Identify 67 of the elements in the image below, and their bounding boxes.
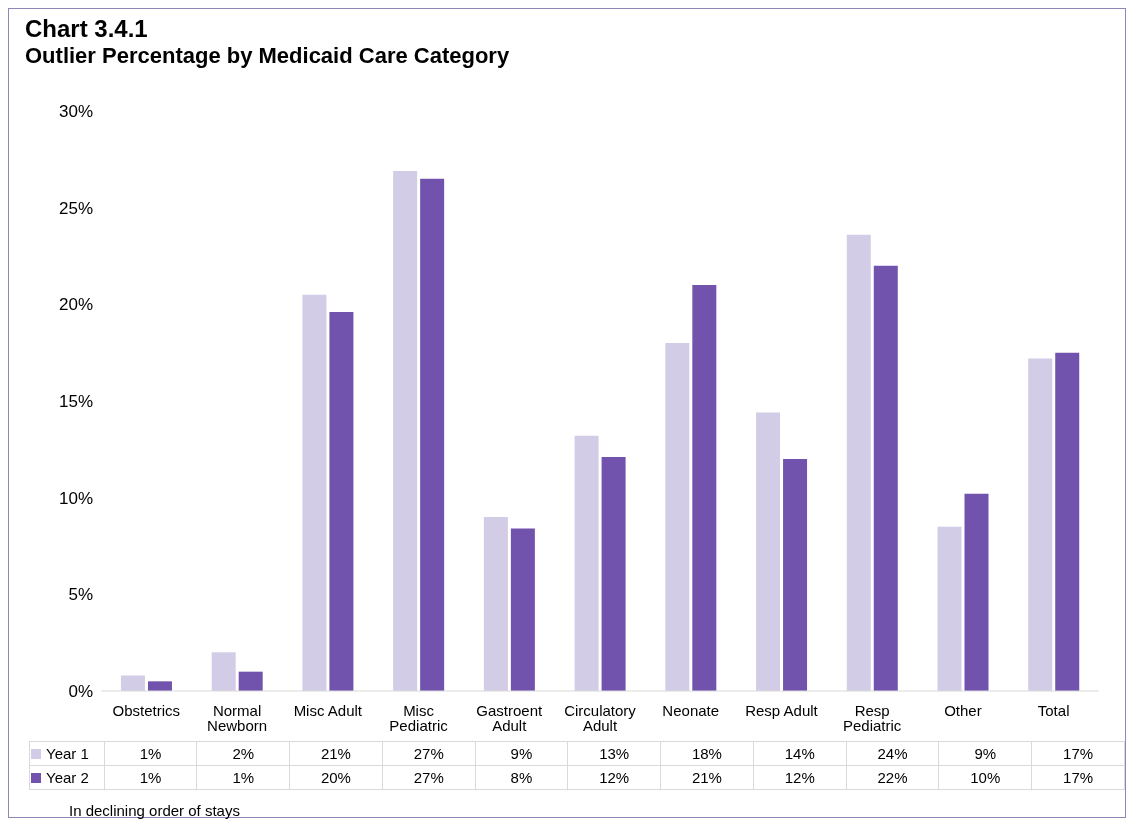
bar — [238, 671, 263, 691]
data-label: 9% — [938, 741, 1032, 766]
data-label: 8% — [475, 765, 568, 790]
bar — [147, 681, 172, 691]
data-label: 27% — [382, 765, 476, 790]
y-tick-label: 15% — [58, 392, 93, 412]
data-label: 22% — [846, 765, 939, 790]
y-tick-label: 25% — [58, 198, 93, 218]
x-tick-label: Resp Pediatric — [843, 701, 902, 734]
x-tick-label: Circulatory Adult — [564, 701, 637, 734]
x-tick-label: Misc Adult — [293, 701, 363, 719]
bar — [873, 265, 898, 691]
y-tick-label: 10% — [58, 488, 93, 508]
bar — [483, 517, 508, 691]
data-label: 10% — [938, 765, 1032, 790]
x-tick-label: Resp Adult — [745, 701, 819, 719]
x-tick-label: Obstetrics — [112, 701, 181, 719]
y-tick-label: 0% — [68, 682, 93, 702]
data-label: 14% — [753, 741, 847, 766]
legend-label: Year 2 — [45, 769, 89, 786]
bar — [665, 343, 690, 691]
data-label: 20% — [289, 765, 383, 790]
x-tick-label: Gastroent Adult — [476, 701, 544, 734]
chart-title: Chart 3.4.1 — [25, 15, 148, 43]
bar — [420, 178, 445, 691]
bar — [510, 528, 535, 691]
bar — [574, 435, 599, 691]
y-tick-label: 20% — [58, 295, 93, 315]
data-label: 12% — [567, 765, 661, 790]
legend-label: Year 1 — [45, 745, 89, 762]
data-label: 24% — [846, 741, 939, 766]
x-tick-label: Misc Pediatric — [389, 701, 449, 734]
data-label: 1% — [104, 765, 197, 790]
bar — [1028, 358, 1053, 691]
data-label: 1% — [196, 765, 290, 790]
data-label: 1% — [104, 741, 197, 766]
data-label: 17% — [1031, 765, 1125, 790]
data-label: 21% — [289, 741, 383, 766]
data-label: 27% — [382, 741, 476, 766]
data-label: 21% — [660, 765, 754, 790]
chart-subtitle: Outlier Percentage by Medicaid Care Category — [25, 43, 510, 69]
text: In declining order of stays — [69, 802, 241, 819]
x-tick-label: Other — [944, 701, 982, 719]
bar — [783, 459, 808, 691]
bar — [756, 412, 781, 691]
bar — [601, 457, 626, 691]
bar — [120, 675, 145, 691]
bar — [393, 170, 418, 691]
bar — [329, 312, 354, 691]
bar — [846, 234, 871, 691]
data-label: 13% — [567, 741, 661, 766]
x-tick-label: Total — [1037, 701, 1070, 719]
bar — [692, 285, 717, 691]
bar — [302, 294, 327, 691]
bar — [1055, 352, 1080, 691]
data-label: 2% — [196, 741, 290, 766]
bar — [964, 493, 989, 691]
data-label: 9% — [475, 741, 568, 766]
data-label: 18% — [660, 741, 754, 766]
data-label: 12% — [753, 765, 847, 790]
data-label: 17% — [1031, 741, 1125, 766]
y-tick-label: 30% — [58, 102, 93, 122]
x-tick-label: Normal Newborn — [207, 701, 268, 734]
x-tick-label: Neonate — [662, 701, 720, 719]
bar — [211, 652, 236, 691]
bar — [937, 526, 962, 691]
y-tick-label: 5% — [68, 585, 93, 605]
